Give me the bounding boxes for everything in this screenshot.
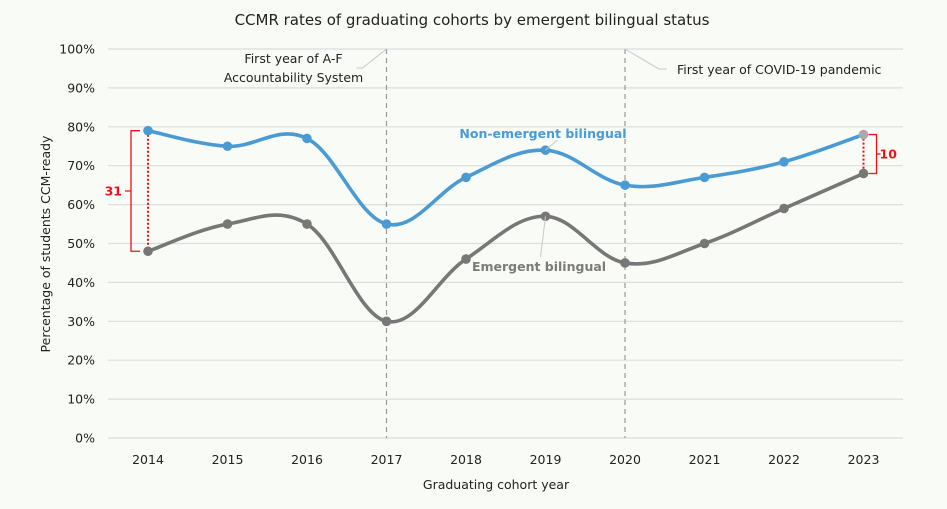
x-tick-label: 2019 <box>530 452 562 467</box>
data-point <box>858 168 869 179</box>
x-axis-ticks: 2014 2015 2016 2017 2018 2019 2020 2021 2022 2023 <box>132 452 879 467</box>
x-tick-label: 2022 <box>768 452 800 467</box>
x-tick-label: 2017 <box>371 452 403 467</box>
data-point <box>302 219 312 229</box>
data-point <box>381 316 392 327</box>
x-tick-label: 2020 <box>609 452 641 467</box>
annotation-text: First year of COVID-19 pandemic <box>677 62 882 77</box>
y-tick-label: 20% <box>67 353 95 368</box>
x-tick-label: 2018 <box>450 452 482 467</box>
data-point <box>699 172 710 183</box>
series-labels: Non-emergent bilingual Emergent bilingual <box>459 126 626 274</box>
annotation-leader <box>356 48 387 69</box>
data-point <box>381 219 392 229</box>
series-label-leader <box>540 216 546 258</box>
gap-bracket <box>130 130 140 252</box>
data-point <box>222 141 233 152</box>
data-point <box>302 133 312 144</box>
data-point <box>779 203 789 214</box>
y-tick-label: 40% <box>67 275 95 290</box>
x-tick-label: 2021 <box>689 452 721 467</box>
series-line <box>146 128 866 227</box>
annotation-text: Accountability System <box>224 70 363 85</box>
series-non-emergent-bilingual <box>143 125 869 229</box>
y-tick-label: 50% <box>67 236 95 251</box>
annotation-lines: First year of A-F Accountability System Fi… <box>224 48 882 438</box>
gap-bracket <box>868 133 878 175</box>
annotation-leader <box>624 48 667 70</box>
data-point <box>620 180 630 190</box>
y-axis-label: Percentage of students CCM-ready <box>38 135 53 352</box>
x-axis-label: Graduating cohort year <box>423 477 570 492</box>
annotation-text: First year of A-F <box>244 51 342 66</box>
data-point <box>143 125 153 136</box>
data-point <box>222 219 233 229</box>
y-tick-label: 80% <box>67 119 95 134</box>
series-label-non-emergent: Non-emergent bilingual <box>459 126 626 141</box>
data-point <box>699 238 710 249</box>
y-axis-ticks: 0% 10% 20% 30% 40% 50% 60% 70% 80% 90% 100% <box>59 42 95 446</box>
y-tick-label: 70% <box>67 158 95 173</box>
gridlines <box>108 48 903 439</box>
data-point <box>461 172 471 183</box>
series-emergent-bilingual <box>143 168 869 327</box>
x-tick-label: 2014 <box>132 452 164 467</box>
x-tick-label: 2015 <box>212 452 244 467</box>
gap-label: 10 <box>880 147 898 162</box>
y-tick-label: 60% <box>67 197 95 212</box>
chart-title: CCMR rates of graduating cohorts by emer… <box>235 11 710 29</box>
data-point <box>143 246 153 257</box>
series-label-emergent: Emergent bilingual <box>472 259 606 274</box>
gap-label: 31 <box>105 183 122 198</box>
data-point <box>858 129 869 140</box>
x-tick-label: 2023 <box>848 452 880 467</box>
y-tick-label: 10% <box>67 392 95 407</box>
x-tick-label: 2016 <box>291 452 323 467</box>
series-lines: Non-emergent bilingual Emergent bilingual <box>143 125 869 327</box>
y-tick-label: 90% <box>67 80 95 95</box>
series-line <box>146 171 866 324</box>
data-point <box>461 254 471 264</box>
y-tick-label: 0% <box>75 431 95 446</box>
y-tick-label: 100% <box>59 42 95 57</box>
data-point <box>779 157 789 167</box>
y-tick-label: 30% <box>67 314 95 329</box>
data-point <box>620 258 630 268</box>
gap-brackets: 31 10 <box>105 130 898 252</box>
series-label-leader <box>545 139 558 151</box>
